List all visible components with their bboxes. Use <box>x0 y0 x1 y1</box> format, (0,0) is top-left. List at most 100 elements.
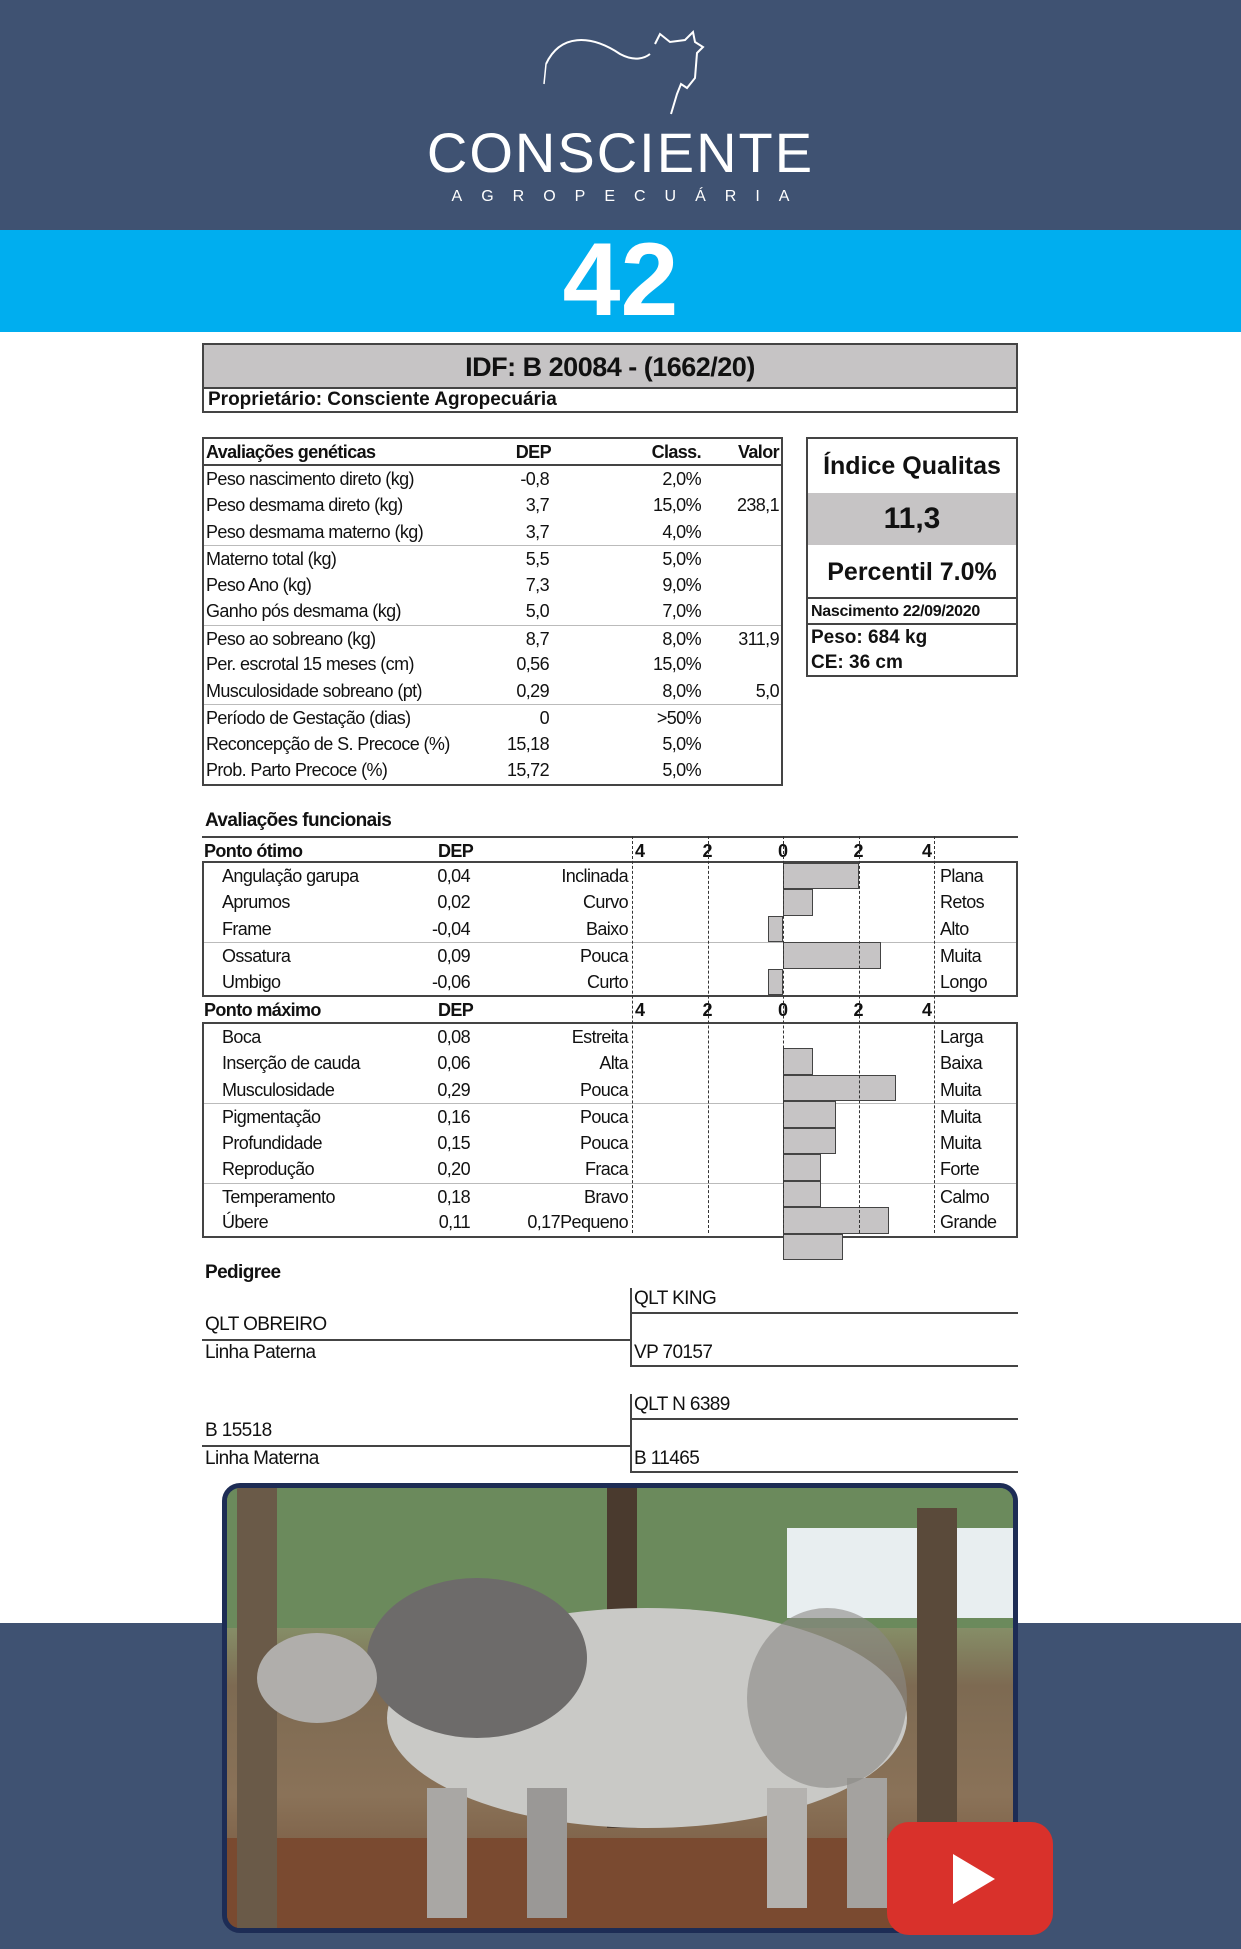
table-row: Angulação garupa 0,04 Inclinada Plana <box>204 863 1016 890</box>
class-value: 15,0% <box>652 495 702 515</box>
trait-name: Boca <box>222 1026 261 1047</box>
animal-photo <box>222 1483 1018 1933</box>
cow-logo-icon <box>543 29 705 115</box>
group-title: Ponto ótimo <box>204 841 303 861</box>
divider <box>630 1471 1018 1473</box>
scale-tick: 4 <box>635 1000 645 1020</box>
dam-name: B 15518 <box>205 1420 272 1441</box>
divider <box>630 1312 1018 1314</box>
trait-name: Reconcepção de S. Precoce (%) <box>206 733 450 754</box>
low-label: Curvo <box>582 892 629 912</box>
dep-value: 0,09 <box>437 946 470 966</box>
dep-value: 3,7 <box>525 495 550 515</box>
high-label: Muita <box>940 1079 982 1100</box>
functional-bar <box>783 1207 889 1234</box>
class-value: 5,0% <box>662 733 701 754</box>
scale-tick: 4 <box>635 841 645 861</box>
class-value: 8,0% <box>662 680 701 701</box>
low-label: Pouca <box>579 1079 629 1100</box>
dep-value: 0,11 <box>438 1212 471 1232</box>
low-label: Bravo <box>583 1186 629 1207</box>
column-header: Avaliações genéticas <box>206 442 376 462</box>
low-label: Pouca <box>579 1132 629 1153</box>
column-header: Class. <box>651 442 702 462</box>
dep-value: -0,06 <box>431 971 471 992</box>
trait-name: Materno total (kg) <box>206 549 337 569</box>
divider <box>630 1365 1018 1367</box>
high-label: Plana <box>940 865 984 886</box>
trait-name: Prob. Parto Precoce (%) <box>206 760 388 780</box>
high-label: Longo <box>940 971 988 992</box>
sire-dam-name: VP 70157 <box>634 1342 713 1363</box>
birth-date: Nascimento 22/09/2020 <box>808 599 1016 625</box>
table-row: Materno total (kg) 5,5 5,0% <box>204 545 781 572</box>
play-video-button[interactable] <box>887 1822 1053 1935</box>
scrotal-circumference: CE: 36 cm <box>811 652 903 673</box>
low-label: Inclinada <box>561 865 628 886</box>
functional-title: Avaliações funcionais <box>205 810 392 831</box>
dep-value: -0,8 <box>520 468 549 489</box>
trait-name: Ossatura <box>222 946 291 966</box>
table-row: Per. escrotal 15 meses (cm) 0,56 15,0% <box>204 651 781 678</box>
dep-value: 0,29 <box>516 680 549 701</box>
functional-bar <box>783 942 882 969</box>
functional-bar <box>767 968 783 995</box>
table-row: Período de Gestação (dias) 0 >50% <box>204 704 781 731</box>
table-row: Profundidade 0,15 Pouca Muita <box>204 1130 1016 1157</box>
genetic-header-row: Avaliações genéticas DEP Class. Valor <box>204 439 781 466</box>
scale-gridline <box>934 836 935 1233</box>
trait-name: Peso desmama direto (kg) <box>206 495 403 515</box>
dep-value: 0,04 <box>437 865 470 886</box>
dep-value: 0,06 <box>437 1053 470 1073</box>
trait-name: Inserção de cauda <box>222 1053 361 1073</box>
qualitas-percentile: Percentil 7.0% <box>808 545 1016 599</box>
table-row: Inserção de cauda 0,06 Alta Baixa <box>204 1050 1016 1077</box>
high-label: Retos <box>940 892 985 912</box>
scale-tick: 4 <box>922 1000 932 1020</box>
divider <box>202 1339 630 1341</box>
lot-number: 42 <box>562 222 679 338</box>
functional-group: Boca 0,08 Estreita Larga Inserção de cauda 0,… <box>202 1023 1018 1238</box>
dam-line-label: Linha Materna <box>205 1448 319 1469</box>
brand-subtitle: AGROPECUÁRIA <box>451 188 809 205</box>
functional-bar <box>783 1180 821 1207</box>
table-row: Peso desmama direto (kg) 3,7 15,0% 238,1 <box>204 492 781 519</box>
table-row: Prob. Parto Precoce (%) 15,72 5,0% <box>204 757 781 784</box>
trait-name: Per. escrotal 15 meses (cm) <box>206 654 414 674</box>
group-title: Ponto máximo <box>204 1000 321 1020</box>
trait-name: Temperamento <box>222 1186 335 1207</box>
scale-tick: 4 <box>922 841 932 861</box>
high-label: Forte <box>940 1159 980 1179</box>
table-row: Frame -0,04 Baixo Alto <box>204 916 1016 943</box>
low-label: Estreita <box>571 1026 629 1047</box>
table-row: Peso desmama materno (kg) 3,7 4,0% <box>204 519 781 546</box>
functional-bar <box>767 915 783 942</box>
dep-value: 0,02 <box>437 892 470 912</box>
sire-line-label: Linha Paterna <box>205 1342 316 1363</box>
table-row: Ganho pós desmama (kg) 5,0 7,0% <box>204 598 781 625</box>
high-label: Muita <box>940 1107 982 1127</box>
dep-value: 5,0 <box>525 601 550 621</box>
class-value: 7,0% <box>662 601 701 621</box>
trait-name: Aprumos <box>222 892 290 912</box>
scale-gridline <box>707 836 709 1233</box>
trait-name: Úbere <box>222 1212 269 1232</box>
table-row: Peso nascimento direto (kg) -0,8 2,0% <box>204 466 781 493</box>
functional-bar <box>783 1074 897 1101</box>
functional-group: Angulação garupa 0,04 Inclinada Plana Aprumo… <box>202 862 1018 997</box>
animal-id-box: IDF: B 20084 - (1662/20) Proprietário: C… <box>202 343 1018 413</box>
divider <box>630 1418 1018 1420</box>
dep-value: 5,5 <box>525 549 550 569</box>
functional-bar <box>783 1101 836 1128</box>
functional-bar <box>783 862 859 889</box>
table-row: Musculosidade 0,29 Pouca Muita <box>204 1077 1016 1104</box>
dep-value: 0,16 <box>437 1107 470 1127</box>
trait-name: Umbigo <box>222 971 281 992</box>
table-row: Temperamento 0,18 Bravo Calmo <box>204 1182 1016 1210</box>
dep-value: 8,7 <box>525 628 550 649</box>
dep-value: 0,56 <box>516 654 549 674</box>
weight: Peso: 684 kg <box>811 627 928 648</box>
valor-value: 5,0 <box>755 680 780 701</box>
dep-value: 0,29 <box>437 1079 470 1100</box>
trait-name: Angulação garupa <box>222 865 359 886</box>
